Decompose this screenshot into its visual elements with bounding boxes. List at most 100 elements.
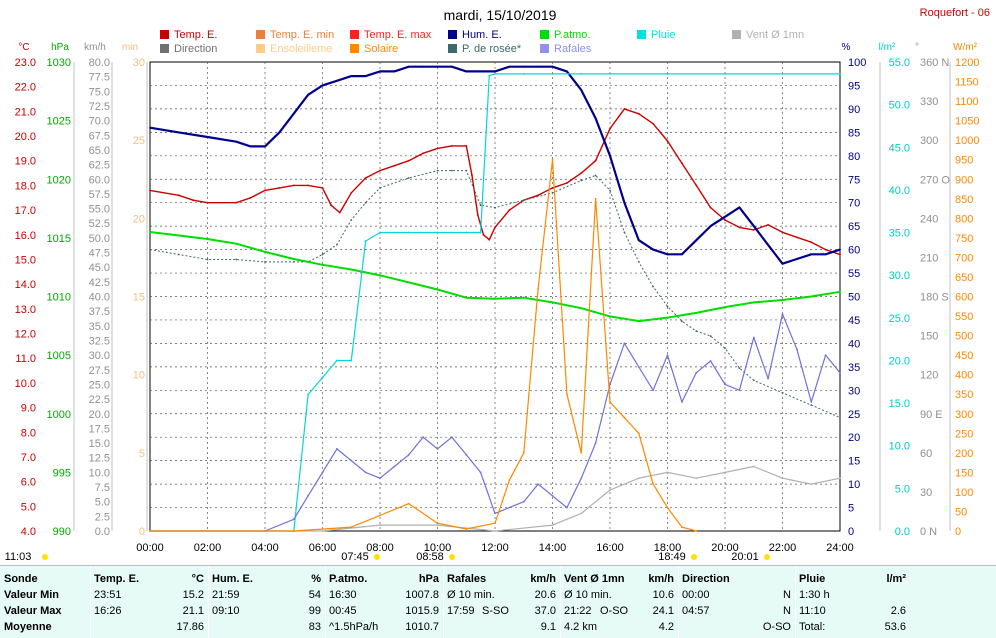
data-point-p-de-ros-e bbox=[724, 347, 726, 350]
data-point-solaire bbox=[494, 522, 496, 525]
sun-icon bbox=[691, 554, 697, 560]
data-point-p-atmo bbox=[264, 251, 266, 253]
rain-axis-tick: 35.0 bbox=[889, 228, 910, 240]
temp-axis-tick: 10.0 bbox=[15, 378, 36, 390]
data-point-pluie bbox=[839, 73, 841, 75]
data-point-rafales bbox=[350, 459, 353, 462]
data-point-solaire bbox=[681, 526, 683, 528]
data-point-p-atmo bbox=[465, 296, 468, 299]
data-point-rafales bbox=[594, 442, 597, 444]
solar-axis-tick: 800 bbox=[955, 213, 973, 225]
data-point-p-de-ros-e bbox=[709, 335, 712, 337]
cell-time: 04:57 bbox=[682, 605, 710, 617]
legend-swatch bbox=[540, 44, 549, 53]
cell-time: ^1.5hPa/h bbox=[329, 621, 379, 633]
data-point-hum-e bbox=[465, 70, 468, 73]
data-point-hum-e bbox=[364, 75, 367, 77]
summary-cell-row: 00:00 N bbox=[678, 587, 795, 603]
temp-axis-tick: 12.0 bbox=[15, 329, 36, 341]
data-point-solaire bbox=[407, 502, 410, 505]
data-point-solaire bbox=[623, 416, 626, 419]
data-point-hum-e bbox=[292, 112, 295, 115]
data-point-hum-e bbox=[551, 65, 554, 68]
solar-axis-tick: 300 bbox=[955, 409, 973, 421]
wind-axis-tick: 15.0 bbox=[89, 438, 110, 450]
data-point-p-de-ros-e bbox=[177, 253, 180, 256]
data-point-p-atmo bbox=[580, 307, 583, 310]
time-tick: 10:00 bbox=[424, 542, 452, 554]
legend-label: Direction bbox=[174, 43, 217, 55]
data-point-solaire bbox=[637, 432, 640, 435]
data-point-hum-e bbox=[839, 248, 841, 251]
hum-axis-tick: 40 bbox=[848, 338, 860, 350]
summary-col-head: Temp. E. °C bbox=[90, 571, 208, 587]
data-point-rafales bbox=[537, 483, 539, 485]
data-point-hum-e bbox=[307, 93, 309, 96]
sun-event: 18:49 bbox=[658, 551, 686, 563]
data-point-rafales bbox=[666, 354, 669, 356]
sun-icon bbox=[449, 554, 455, 560]
wind-axis-tick: 17.5 bbox=[89, 423, 110, 435]
data-point-rafales bbox=[436, 448, 439, 450]
data-point-vent-1mn bbox=[839, 477, 841, 480]
unit-wind: km/h bbox=[84, 42, 106, 53]
wind-axis-tick: 27.5 bbox=[89, 365, 110, 377]
rain-axis-tick: 20.0 bbox=[889, 355, 910, 367]
data-point-p-atmo bbox=[609, 315, 611, 318]
sun-icon bbox=[374, 554, 380, 560]
wind-axis-tick: 70.0 bbox=[89, 116, 110, 128]
summary-separator bbox=[560, 566, 561, 638]
data-point-hum-e bbox=[652, 248, 654, 251]
time-axis: 00:00 02:00 04:00 06:00 08:00 10:00 12:00 14:00… bbox=[136, 542, 854, 554]
station-name: Roquefort - 06 bbox=[920, 7, 990, 19]
data-point-p-de-ros-e bbox=[810, 404, 813, 406]
summary-cell-row: 1:30 h bbox=[795, 587, 910, 603]
data-point-temp-e bbox=[235, 201, 238, 204]
data-point-hum-e bbox=[609, 154, 611, 157]
time-tick: 14:00 bbox=[539, 542, 567, 554]
col-head: Rafales bbox=[447, 573, 487, 585]
data-point-temp-e bbox=[451, 145, 453, 147]
summary-separator bbox=[795, 566, 796, 638]
data-point-temp-e bbox=[364, 177, 367, 179]
grid bbox=[150, 62, 840, 531]
col-unit: % bbox=[311, 573, 321, 585]
summary-cell-row: 17.86 bbox=[90, 619, 208, 635]
press-axis-tick: 1015 bbox=[47, 233, 71, 245]
solar-axis-tick: 550 bbox=[955, 311, 973, 323]
col-unit: hPa bbox=[418, 573, 439, 585]
data-point-rafales bbox=[637, 366, 640, 368]
data-point-rafales bbox=[494, 512, 496, 515]
data-point-p-de-ros-e bbox=[752, 379, 755, 382]
cell-value: 54 bbox=[308, 589, 321, 601]
data-point-pluie bbox=[522, 73, 525, 75]
cell-value: 21.1 bbox=[182, 605, 204, 617]
data-point-p-de-ros-e bbox=[637, 261, 640, 263]
data-point-rafales bbox=[580, 477, 583, 480]
dir-axis-tick: 90 E bbox=[920, 409, 943, 421]
data-point-hum-e bbox=[738, 206, 741, 209]
sun-axis-tick: 20 bbox=[133, 213, 145, 225]
unit-hum: % bbox=[842, 42, 851, 53]
legend-swatch bbox=[637, 30, 646, 39]
data-point-vent-1mn bbox=[637, 477, 640, 480]
summary-col-head: P.atmo. hPa bbox=[325, 571, 443, 587]
cell-value: 1007.8 bbox=[405, 589, 439, 601]
wind-axis-tick: 25.0 bbox=[89, 379, 110, 391]
data-point-p-atmo bbox=[522, 296, 525, 299]
solar-axis-tick: 1100 bbox=[955, 96, 979, 108]
data-point-hum-e bbox=[336, 79, 338, 82]
legend-label: Ensoleilleme bbox=[270, 43, 332, 55]
data-point-hum-e bbox=[177, 131, 180, 134]
rain-axis-tick: 5.0 bbox=[895, 483, 910, 495]
data-point-p-de-ros-e bbox=[436, 169, 439, 172]
data-point-temp-e bbox=[738, 226, 741, 229]
data-point-p-de-ros-e bbox=[350, 219, 353, 221]
time-tick: 04:00 bbox=[251, 542, 279, 554]
legend-swatch bbox=[350, 30, 359, 39]
solar-axis-tick: 600 bbox=[955, 292, 973, 304]
data-point-vent-1mn bbox=[580, 512, 583, 515]
data-point-temp-e bbox=[681, 162, 683, 165]
press-axis-tick: 1000 bbox=[47, 409, 71, 421]
data-point-p-de-ros-e bbox=[149, 248, 151, 251]
